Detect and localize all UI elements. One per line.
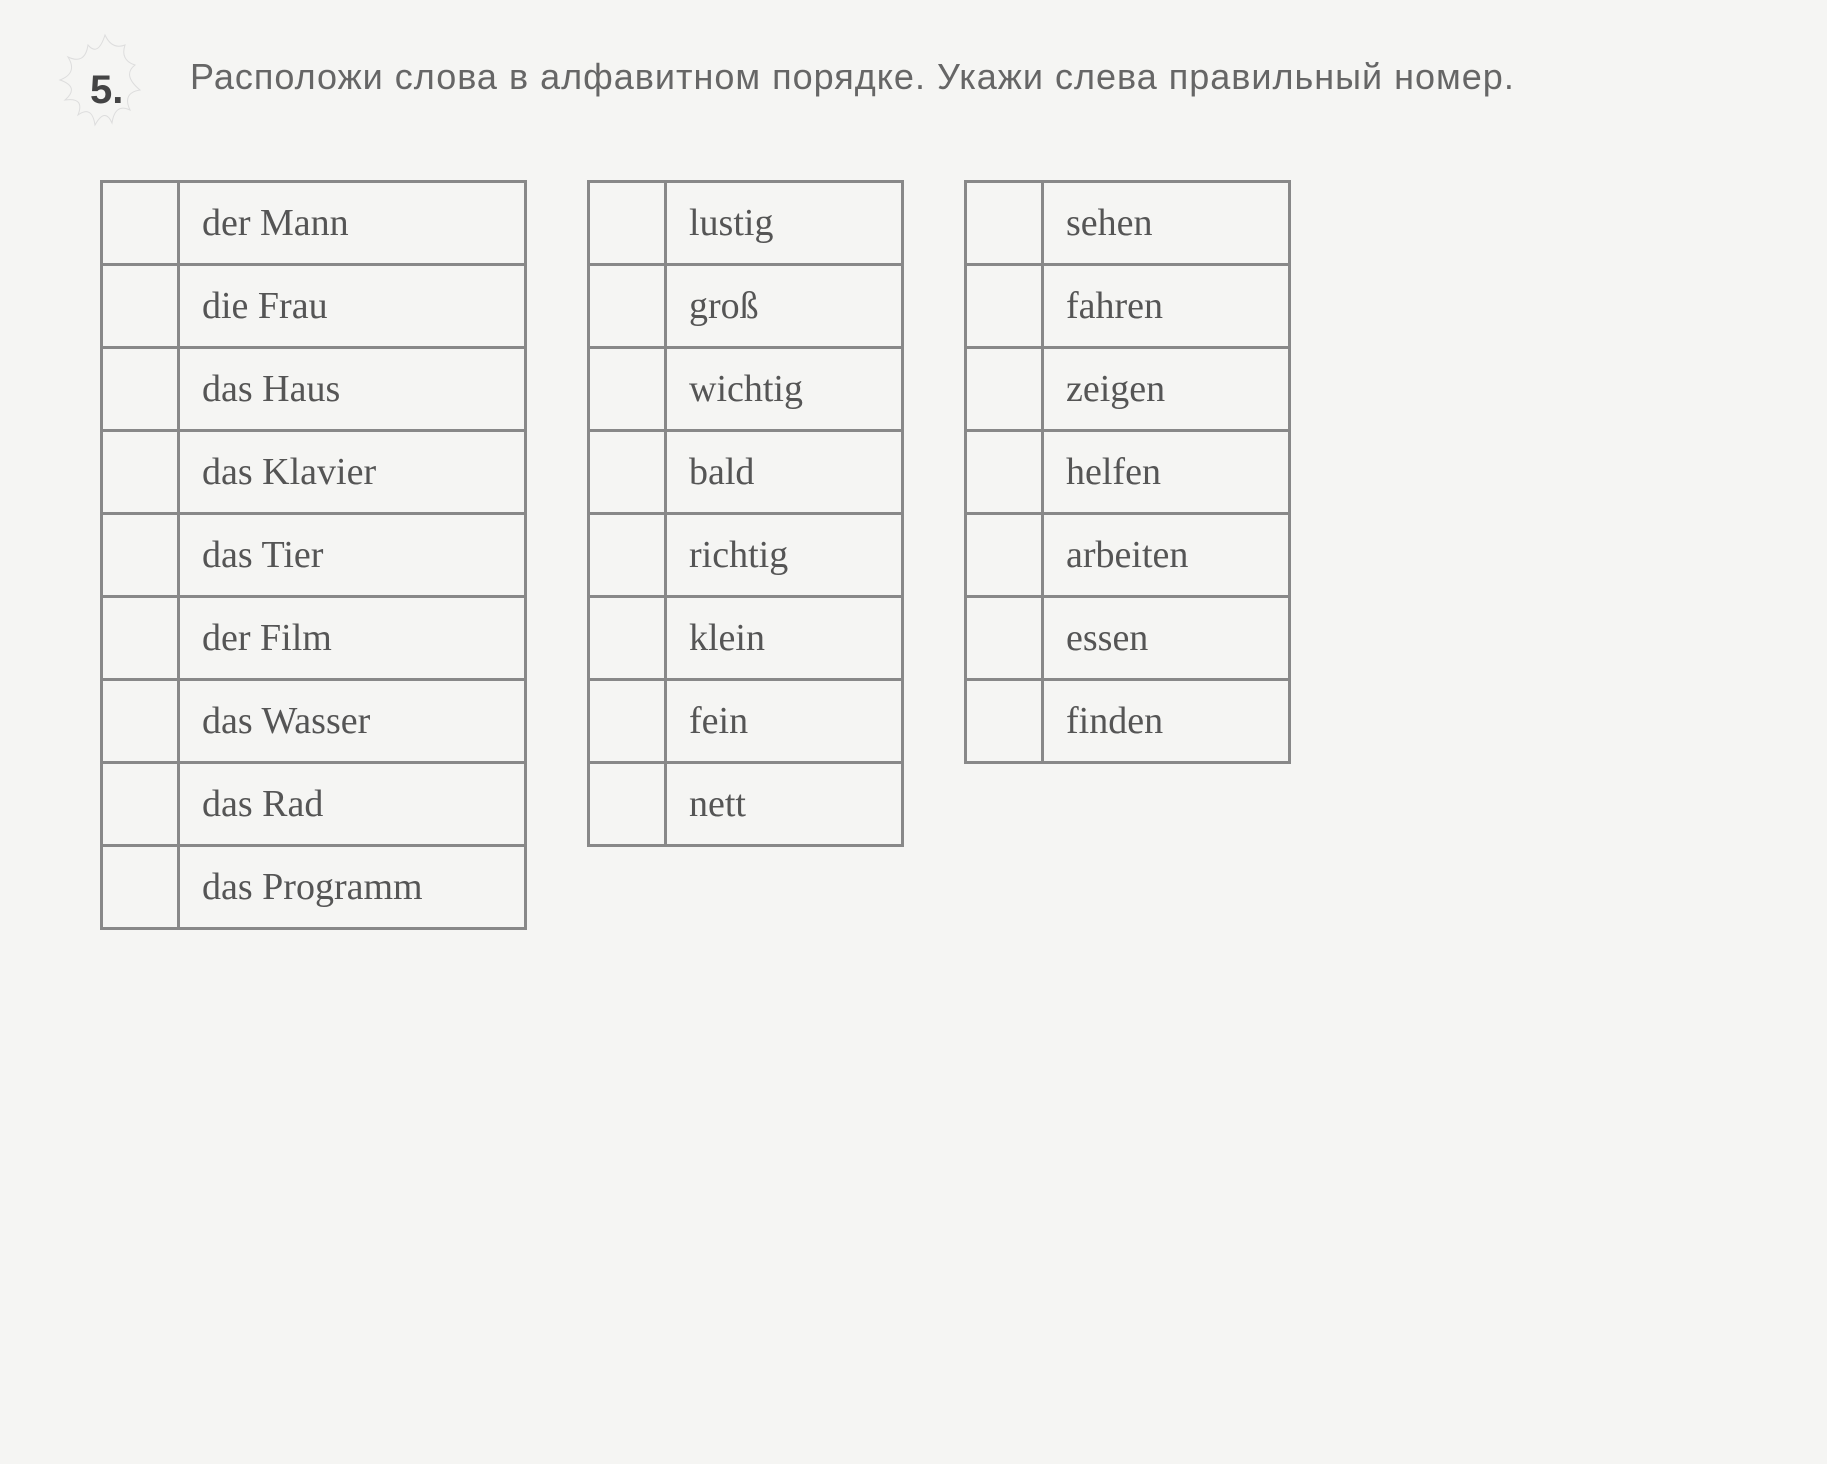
table-row: die Frau bbox=[102, 265, 526, 348]
table-row: fahren bbox=[966, 265, 1290, 348]
word-cell: lustig bbox=[666, 182, 903, 265]
word-cell: bald bbox=[666, 431, 903, 514]
word-cell: sehen bbox=[1043, 182, 1290, 265]
number-cell[interactable] bbox=[102, 265, 179, 348]
word-cell: der Film bbox=[179, 597, 526, 680]
number-cell[interactable] bbox=[966, 431, 1043, 514]
tables-container: der Manndie Fraudas Hausdas Klavierdas T… bbox=[60, 180, 1767, 930]
number-cell[interactable] bbox=[589, 348, 666, 431]
number-cell[interactable] bbox=[102, 763, 179, 846]
table-row: der Mann bbox=[102, 182, 526, 265]
exercise-header: 5. Расположи слова в алфавитном порядке.… bbox=[60, 40, 1767, 130]
table-row: das Tier bbox=[102, 514, 526, 597]
word-cell: das Programm bbox=[179, 846, 526, 929]
table-row: groß bbox=[589, 265, 903, 348]
table-row: wichtig bbox=[589, 348, 903, 431]
table-row: das Klavier bbox=[102, 431, 526, 514]
number-cell[interactable] bbox=[589, 680, 666, 763]
table-row: sehen bbox=[966, 182, 1290, 265]
exercise-number: 5. bbox=[90, 68, 123, 113]
number-cell[interactable] bbox=[589, 431, 666, 514]
number-cell[interactable] bbox=[102, 597, 179, 680]
number-cell[interactable] bbox=[966, 514, 1043, 597]
word-cell: arbeiten bbox=[1043, 514, 1290, 597]
table-nouns: der Manndie Fraudas Hausdas Klavierdas T… bbox=[100, 180, 527, 930]
word-cell: die Frau bbox=[179, 265, 526, 348]
number-cell[interactable] bbox=[102, 348, 179, 431]
table-row: das Programm bbox=[102, 846, 526, 929]
number-cell[interactable] bbox=[589, 597, 666, 680]
table-row: der Film bbox=[102, 597, 526, 680]
number-cell[interactable] bbox=[589, 763, 666, 846]
number-cell[interactable] bbox=[966, 597, 1043, 680]
table-row: helfen bbox=[966, 431, 1290, 514]
word-cell: wichtig bbox=[666, 348, 903, 431]
word-cell: das Tier bbox=[179, 514, 526, 597]
word-cell: klein bbox=[666, 597, 903, 680]
word-cell: helfen bbox=[1043, 431, 1290, 514]
word-cell: zeigen bbox=[1043, 348, 1290, 431]
number-cell[interactable] bbox=[589, 182, 666, 265]
word-cell: das Wasser bbox=[179, 680, 526, 763]
word-cell: das Klavier bbox=[179, 431, 526, 514]
table-row: das Rad bbox=[102, 763, 526, 846]
number-cell[interactable] bbox=[102, 846, 179, 929]
number-cell[interactable] bbox=[589, 514, 666, 597]
table-adjectives: lustiggroßwichtigbaldrichtigkleinfeinnet… bbox=[587, 180, 904, 847]
number-cell[interactable] bbox=[966, 348, 1043, 431]
number-cell[interactable] bbox=[966, 680, 1043, 763]
word-cell: nett bbox=[666, 763, 903, 846]
number-cell[interactable] bbox=[589, 265, 666, 348]
table-row: richtig bbox=[589, 514, 903, 597]
word-cell: das Rad bbox=[179, 763, 526, 846]
table-row: zeigen bbox=[966, 348, 1290, 431]
table-row: arbeiten bbox=[966, 514, 1290, 597]
word-cell: groß bbox=[666, 265, 903, 348]
word-cell: essen bbox=[1043, 597, 1290, 680]
number-cell[interactable] bbox=[102, 182, 179, 265]
table-row: das Haus bbox=[102, 348, 526, 431]
word-cell: fein bbox=[666, 680, 903, 763]
table-row: nett bbox=[589, 763, 903, 846]
table-row: bald bbox=[589, 431, 903, 514]
exercise-number-badge: 5. bbox=[60, 40, 150, 130]
word-cell: fahren bbox=[1043, 265, 1290, 348]
number-cell[interactable] bbox=[966, 182, 1043, 265]
table-row: fein bbox=[589, 680, 903, 763]
number-cell[interactable] bbox=[102, 431, 179, 514]
word-cell: der Mann bbox=[179, 182, 526, 265]
table-verbs: sehenfahrenzeigenhelfenarbeitenessenfind… bbox=[964, 180, 1291, 764]
number-cell[interactable] bbox=[102, 680, 179, 763]
table-row: finden bbox=[966, 680, 1290, 763]
instruction-text: Расположи слова в алфавитном порядке. Ук… bbox=[190, 40, 1515, 104]
table-row: klein bbox=[589, 597, 903, 680]
number-cell[interactable] bbox=[102, 514, 179, 597]
table-row: das Wasser bbox=[102, 680, 526, 763]
table-row: lustig bbox=[589, 182, 903, 265]
word-cell: richtig bbox=[666, 514, 903, 597]
number-cell[interactable] bbox=[966, 265, 1043, 348]
word-cell: finden bbox=[1043, 680, 1290, 763]
table-row: essen bbox=[966, 597, 1290, 680]
word-cell: das Haus bbox=[179, 348, 526, 431]
